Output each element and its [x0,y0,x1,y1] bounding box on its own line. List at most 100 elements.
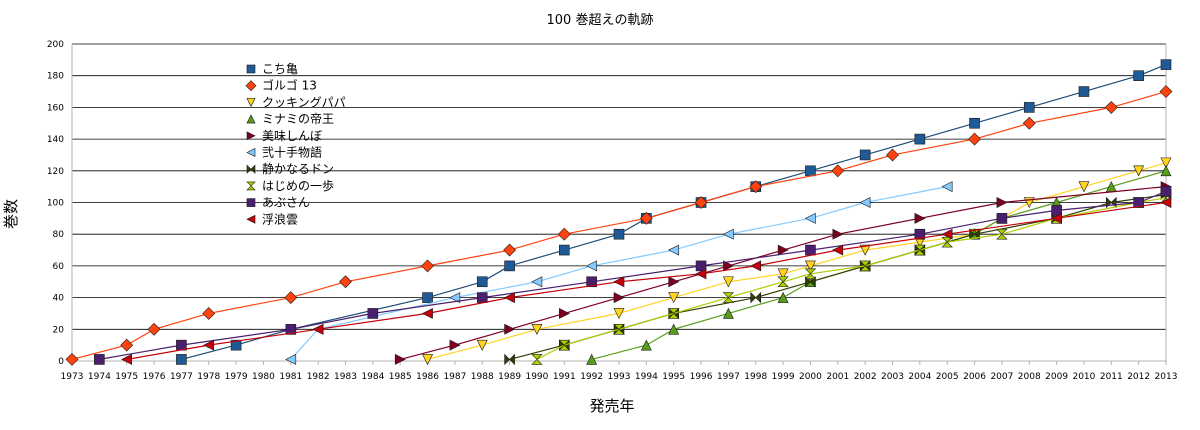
legend-label: 静かなるドン [262,162,334,176]
y-tick-labels: 0 20 40 60 80 100 120 140 160 180 200 [47,40,64,367]
data-point [476,276,488,288]
data-point [722,292,735,303]
data-point [831,164,845,178]
data-point [121,353,132,365]
data-point [722,307,734,319]
data-point [421,259,434,273]
data-point [421,307,433,319]
data-point [694,196,708,209]
data-point [586,276,597,288]
data-point [1133,197,1144,208]
x-tick-label: 1986 [416,372,439,382]
data-point [805,165,816,177]
data-point [65,352,79,366]
x-tick-label: 1994 [635,372,658,382]
x-tick-label: 2001 [826,372,849,382]
legend-marker [246,164,256,174]
x-tick-label: 1977 [170,372,193,382]
data-point [668,276,680,288]
x-tick-label: 1973 [61,372,84,382]
x-tick-label: 2007 [990,372,1013,382]
data-point [749,180,763,194]
legend-label: クッキングパパ [262,95,346,109]
data-point [914,244,926,256]
x-tick-label: 2013 [1155,372,1178,382]
data-point [1160,157,1172,169]
data-point [613,276,625,288]
data-point [339,275,352,289]
data-point [805,244,816,256]
y-tick-label: 0 [58,357,64,367]
x-tick-label: 1989 [498,372,521,382]
y-tick-label: 40 [53,294,65,304]
data-point [586,353,598,365]
data-point [504,353,515,366]
data-point [312,323,324,335]
x-tick-label: 2006 [963,372,986,382]
data-point [476,339,488,351]
data-point [1078,181,1090,193]
data-point [613,292,625,304]
legend-marker [246,181,256,191]
legend-item: 弐十手物語 [246,145,322,160]
data-point [886,148,899,162]
data-point [230,339,242,351]
legend-marker [246,198,256,207]
data-point [147,322,161,336]
x-tick-label: 1987 [443,372,466,382]
series-6 [285,181,953,365]
data-point [285,353,297,365]
data-point [176,339,187,351]
data-point [750,260,762,272]
legend-label: ミナミの帝王 [262,111,334,126]
data-point [1104,100,1118,114]
x-tick-label: 2011 [1100,372,1123,382]
x-tick-label: 1980 [252,372,275,382]
x-tick-label: 1983 [334,372,357,382]
data-point [449,292,461,304]
data-point [1051,205,1062,216]
x-tick-label: 1985 [389,372,412,382]
chart-title: 100 巻超えの軌跡 [547,12,654,28]
x-tick-label: 1975 [115,372,138,382]
legend-label: 美味しんぼ [262,129,322,143]
x-tick-label: 1979 [225,372,248,382]
data-point [750,291,762,304]
data-point [557,227,571,241]
data-point [1022,116,1036,130]
x-tick-label: 1974 [88,372,111,382]
y-tick-label: 160 [47,103,64,113]
data-point [613,228,625,240]
legend-label: はじめの一歩 [262,178,334,193]
legend-marker [245,80,257,92]
series-line [591,170,1167,360]
x-tick-label: 2010 [1072,372,1095,382]
x-tick-label: 1978 [197,372,220,382]
legend-marker [246,114,256,124]
y-axis-label: 巻数 [2,199,20,229]
data-point [285,323,297,335]
data-point [668,292,680,304]
data-point [859,149,871,161]
data-point [668,244,680,256]
data-point [613,308,625,320]
y-tick-label: 80 [53,230,65,240]
data-point [531,354,543,365]
x-tick-label: 1992 [580,372,603,382]
data-point [1023,102,1035,113]
x-tick-label: 2000 [799,372,822,382]
data-point [695,260,707,272]
y-tick-label: 200 [47,40,64,50]
data-point [777,276,789,288]
x-tick-label: 2005 [936,372,959,382]
data-point [723,260,735,272]
data-point [203,339,215,351]
data-point [969,117,980,129]
data-point [558,339,571,351]
data-point [914,228,926,240]
data-point [120,338,134,352]
data-point [1105,180,1117,192]
data-point [941,181,953,193]
legend-item: あぶさん [246,196,310,210]
